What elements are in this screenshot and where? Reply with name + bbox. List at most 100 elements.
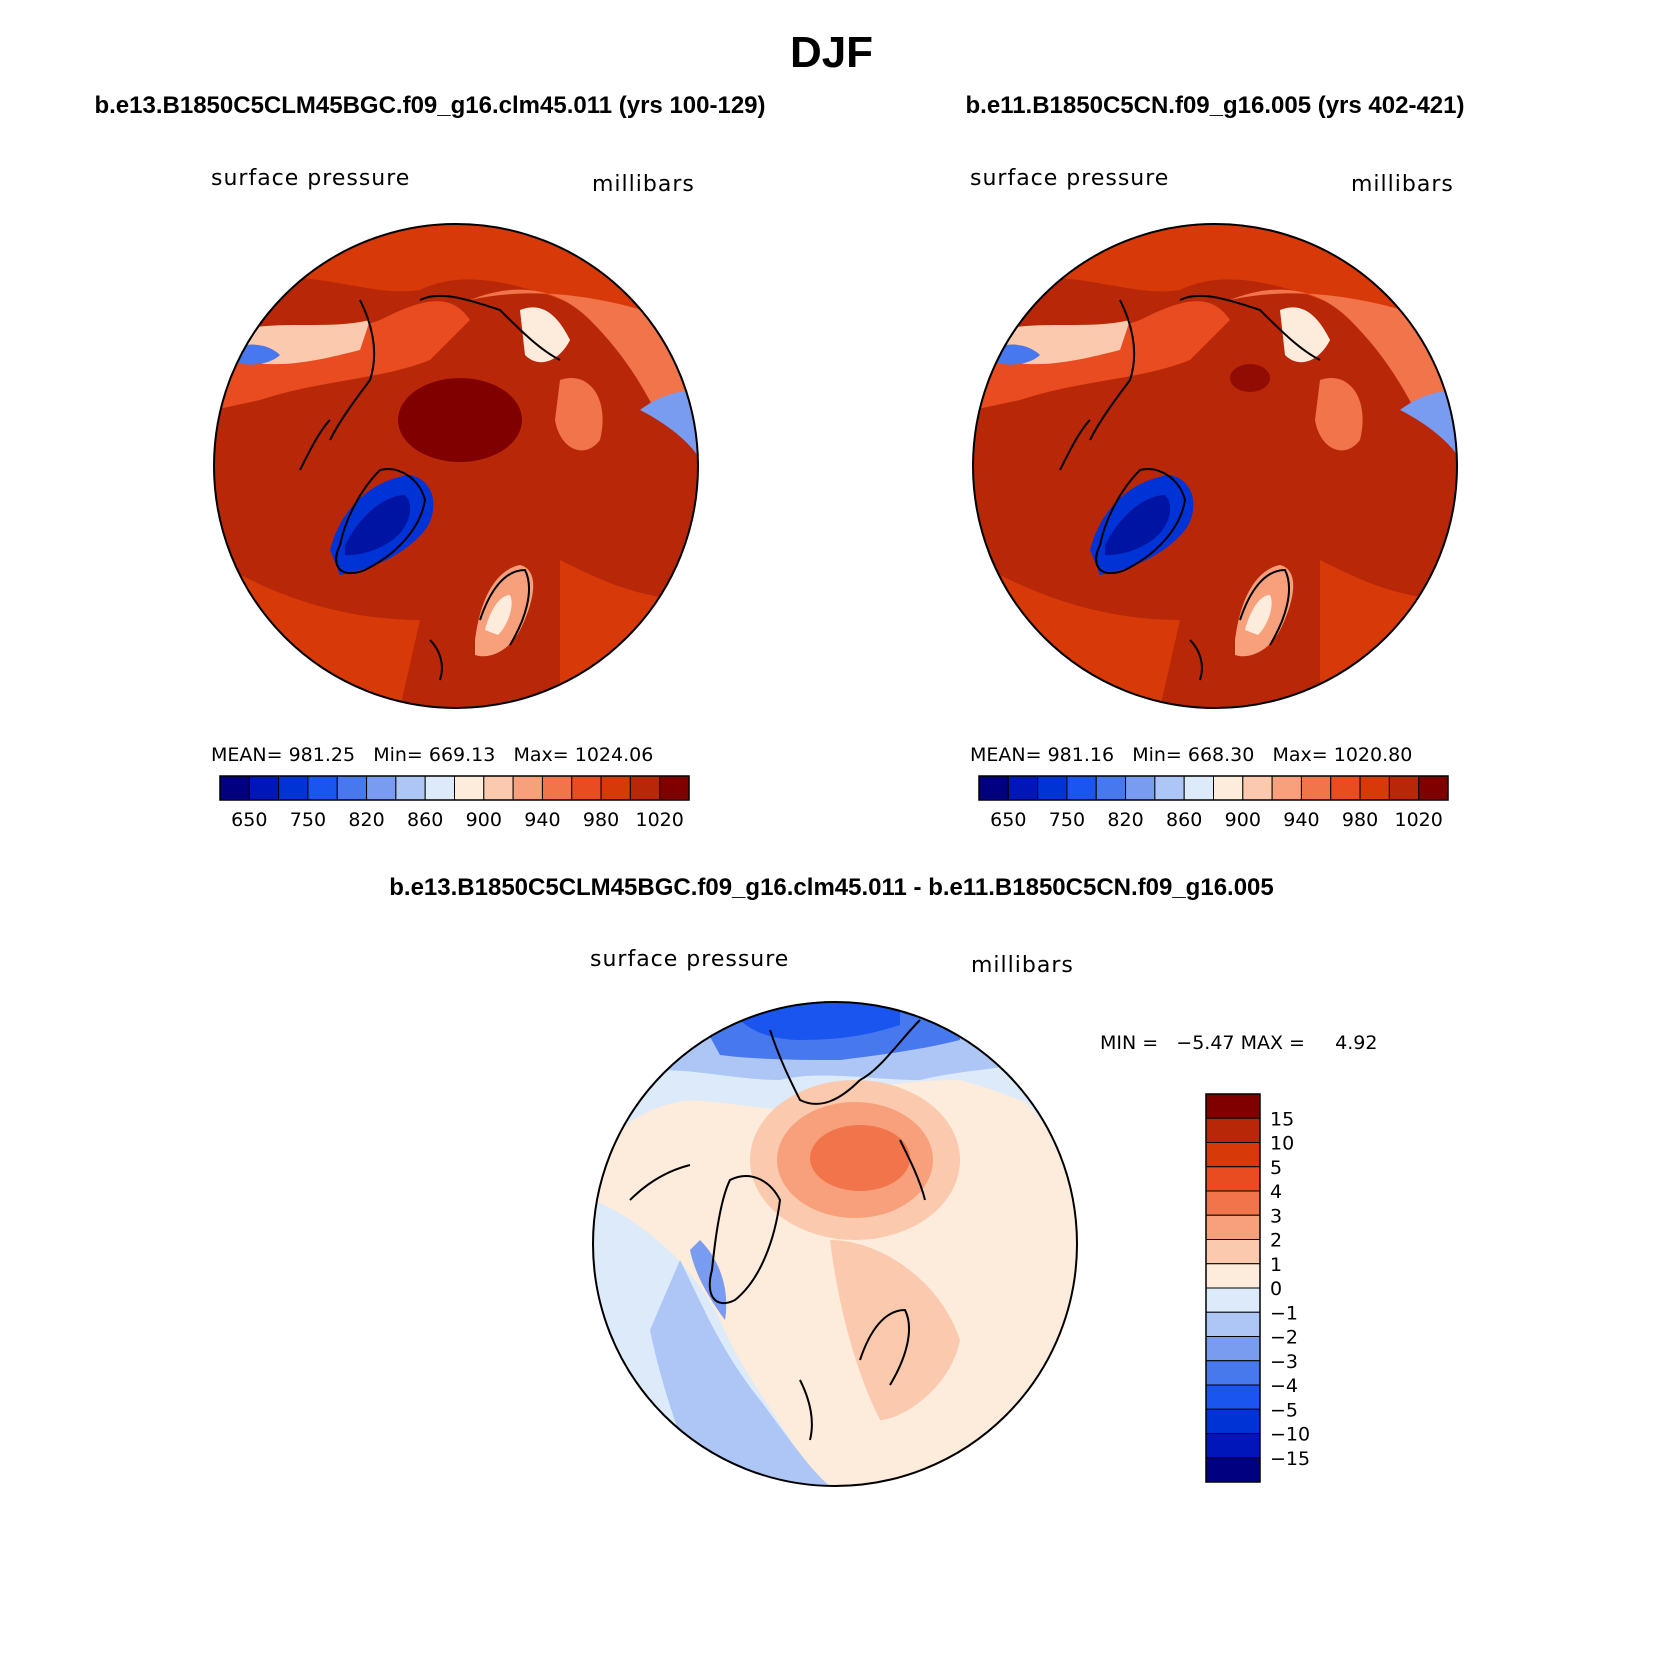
- diff-colorbar-tick-label: −2: [1270, 1327, 1298, 1349]
- diff-colorbar-tick-label: 3: [1270, 1205, 1282, 1227]
- diff-colorbar-swatch: [1205, 1287, 1261, 1313]
- panel-2-stats: MEAN= 981.16 Min= 668.30 Max= 1020.80: [970, 743, 1412, 767]
- panel-2-colorbar-tick-label: 750: [1049, 809, 1085, 831]
- panel-1-units-label: millibars: [592, 172, 695, 197]
- panel-2-colorbar-swatch: [1330, 775, 1361, 801]
- diff-colorbar-swatch: [1205, 1384, 1261, 1410]
- panel-2-colorbar-swatch: [1066, 775, 1097, 801]
- diff-colorbar-swatch: [1205, 1263, 1261, 1289]
- diff-colorbar-swatch: [1205, 1457, 1261, 1483]
- diff-colorbar-swatch: [1205, 1408, 1261, 1434]
- panel-2-colorbar-swatch: [1213, 775, 1244, 801]
- diff-colorbar-tick-label: 2: [1270, 1230, 1282, 1252]
- panel-1-variable-label: surface pressure: [211, 166, 411, 191]
- panel-2-colorbar-swatch: [1007, 775, 1039, 801]
- panel-1-colorbar-tick-label: 1020: [636, 809, 684, 831]
- panel-2-colorbar-swatch: [1359, 775, 1390, 801]
- diff-colorbar-swatch: [1205, 1360, 1261, 1386]
- diff-colorbar-swatch: [1205, 1336, 1261, 1362]
- panel-1-colorbar: 650 750 820 860 900 940 980 1020: [219, 775, 690, 831]
- panel-2-colorbar-swatch: [1271, 775, 1302, 801]
- panel-1-max-label: Max=: [513, 744, 569, 766]
- panel-2-colorbar-tick-label: 940: [1283, 809, 1319, 831]
- panel-1-colorbar-swatch: [629, 775, 661, 801]
- panel-1-colorbar-swatch: [219, 775, 250, 801]
- panel-1-colorbar-tick-label: 750: [290, 809, 326, 831]
- diff-variable-label: surface pressure: [590, 947, 790, 972]
- panel-2-colorbar-swatch: [1154, 775, 1185, 801]
- diff-min-value: −5.47: [1176, 1032, 1235, 1054]
- panel-2-colorbar-swatch: [1095, 775, 1127, 801]
- panel-2-colorbar-swatch: [978, 775, 1009, 801]
- diff-colorbar-swatch: [1205, 1311, 1261, 1337]
- panel-1-colorbar-swatch: [395, 775, 426, 801]
- panel-2-min-label: Min=: [1132, 744, 1182, 766]
- panel-1-colorbar-swatch: [659, 775, 690, 801]
- panel-1-colorbar-tick-label: 980: [583, 809, 619, 831]
- diff-colorbar-swatch: [1205, 1117, 1261, 1143]
- panel-2-case-title: b.e11.B1850C5CN.f09_g16.005 (yrs 402-421…: [965, 92, 1465, 119]
- diff-case-title: b.e13.B1850C5CLM45BGC.f09_g16.clm45.011 …: [389, 874, 1274, 901]
- panel-1-mean-label: MEAN=: [211, 744, 283, 766]
- panel-1-colorbar-tick-label: 820: [348, 809, 384, 831]
- diff-colorbar-tick-label: −10: [1270, 1424, 1310, 1446]
- panel-2-polar-map: [972, 223, 1458, 709]
- diff-colorbar-tick-label: 0: [1270, 1278, 1282, 1300]
- panel-2-colorbar-tick-label: 820: [1107, 809, 1143, 831]
- diff-colorbar-tick-label: 5: [1270, 1157, 1282, 1179]
- panel-2-max-value: 1020.80: [1333, 744, 1413, 766]
- diff-colorbar-tick-label: 10: [1270, 1133, 1294, 1155]
- panel-1-colorbar-swatch: [424, 775, 455, 801]
- panel-2-colorbar-swatch: [1125, 775, 1156, 801]
- diff-colorbar-tick-label: −1: [1270, 1302, 1298, 1324]
- panel-2-colorbar-swatch: [1183, 775, 1214, 801]
- panel-2-colorbar-tick-label: 900: [1225, 809, 1261, 831]
- panel-2-colorbar-tick-label: 1020: [1395, 809, 1443, 831]
- panel-1-colorbar-swatch: [278, 775, 309, 801]
- panel-1-colorbar-swatch: [600, 775, 631, 801]
- diff-colorbar-swatch: [1205, 1142, 1261, 1168]
- panel-1-case-title: b.e13.B1850C5CLM45BGC.f09_g16.clm45.011 …: [94, 92, 766, 119]
- diff-min-label: MIN =: [1100, 1032, 1159, 1054]
- panel-2-min-value: 668.30: [1187, 744, 1255, 766]
- diff-colorbar-swatch: [1205, 1166, 1261, 1192]
- diff-colorbar-tick-label: −15: [1270, 1448, 1310, 1470]
- panel-2-colorbar-swatch: [1037, 775, 1068, 801]
- panel-2-colorbar-tick-label: 650: [990, 809, 1026, 831]
- diff-colorbar-swatch: [1205, 1093, 1261, 1119]
- panel-1-colorbar-tick-label: 940: [524, 809, 560, 831]
- panel-1-colorbar-swatch: [512, 775, 543, 801]
- panel-2-colorbar-swatch: [1300, 775, 1332, 801]
- panel-2-colorbar: 650 750 820 860 900 940 980 1020: [978, 775, 1449, 831]
- panel-1-mean-value: 981.25: [288, 744, 356, 766]
- panel-1-colorbar-tick-label: 650: [231, 809, 267, 831]
- panel-2-colorbar-swatch: [1388, 775, 1420, 801]
- diff-colorbar-tick-label: −5: [1270, 1399, 1298, 1421]
- diff-colorbar-tick-label: 1: [1270, 1254, 1282, 1276]
- diff-polar-map: [592, 1001, 1078, 1487]
- panel-1-colorbar-swatch: [336, 775, 368, 801]
- panel-2-colorbar-swatch: [1242, 775, 1273, 801]
- panel-1-min-value: 669.13: [428, 744, 496, 766]
- panel-2-variable-label: surface pressure: [970, 166, 1170, 191]
- panel-1-colorbar-swatch: [454, 775, 485, 801]
- panel-1-colorbar-swatch: [307, 775, 338, 801]
- diff-colorbar-tick-label: −3: [1270, 1351, 1298, 1373]
- panel-1-min-label: Min=: [373, 744, 423, 766]
- diff-colorbar-tick-label: −4: [1270, 1375, 1298, 1397]
- panel-1-colorbar-swatch: [248, 775, 280, 801]
- diff-colorbar-tick-label: 4: [1270, 1181, 1282, 1203]
- diff-colorbar-swatch: [1205, 1239, 1261, 1265]
- panel-1-colorbar-tick-label: 860: [407, 809, 443, 831]
- panel-1-max-value: 1024.06: [574, 744, 654, 766]
- diff-colorbar-tick-label: 15: [1270, 1108, 1294, 1130]
- panel-1-colorbar-swatch: [571, 775, 602, 801]
- diff-max-value: 4.92: [1335, 1032, 1378, 1054]
- panel-2-colorbar-tick-label: 980: [1342, 809, 1378, 831]
- diff-colorbar-swatch: [1205, 1190, 1261, 1216]
- diff-colorbar-swatch: [1205, 1433, 1261, 1459]
- diff-colorbar-swatch: [1205, 1214, 1261, 1240]
- panel-1-colorbar-swatch: [366, 775, 397, 801]
